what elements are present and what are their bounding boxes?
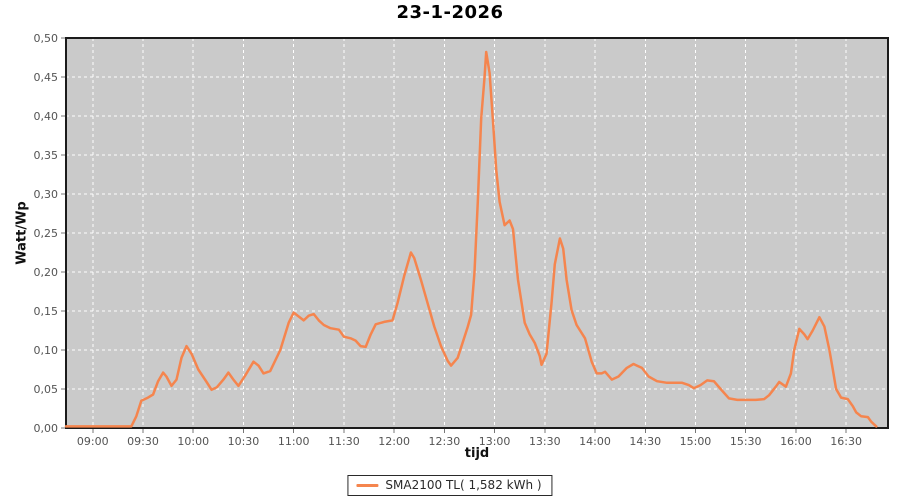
x-tick-label: 13:00: [479, 435, 511, 448]
y-tick-label: 0,15: [34, 305, 59, 318]
x-tick-label: 09:30: [127, 435, 159, 448]
legend: SMA2100 TL( 1,582 kWh ): [347, 475, 553, 496]
x-tick-label: 16:30: [830, 435, 862, 448]
y-tick-label: 0,05: [34, 383, 59, 396]
x-tick-label: 09:00: [77, 435, 109, 448]
x-tick-label: 13:30: [529, 435, 561, 448]
chart-title: 23-1-2026: [396, 2, 504, 23]
y-tick-label: 0,35: [34, 149, 59, 162]
x-tick-label: 11:30: [328, 435, 360, 448]
legend-series-label: SMA2100 TL( 1,582 kWh ): [385, 478, 542, 492]
y-tick-label: 0,00: [34, 422, 59, 435]
x-tick-label: 11:00: [278, 435, 310, 448]
x-tick-label: 12:00: [378, 435, 410, 448]
x-tick-label: 14:30: [629, 435, 661, 448]
y-tick-label: 0,30: [34, 188, 59, 201]
series-color-swatch: [356, 483, 379, 487]
series-line: [64, 50, 878, 428]
x-tick-label: 16:00: [780, 435, 812, 448]
y-tick-label: 0,50: [34, 32, 59, 45]
y-tick-label: 0,25: [34, 227, 59, 240]
x-tick-label: 14:00: [579, 435, 611, 448]
y-tick-label: 0,45: [34, 71, 59, 84]
x-tick-label: 10:00: [177, 435, 209, 448]
x-tick-label: 15:30: [730, 435, 762, 448]
x-tick-label: 12:30: [429, 435, 461, 448]
x-axis-title: tijd: [464, 446, 490, 461]
y-axis-title: Watt/Wp: [14, 201, 30, 265]
x-tick-label: 10:30: [228, 435, 260, 448]
y-tick-label: 0,40: [34, 110, 59, 123]
x-tick-label: 15:00: [680, 435, 712, 448]
y-tick-label: 0,20: [34, 266, 59, 279]
plot-border: [65, 37, 889, 429]
y-tick-label: 0,10: [34, 344, 59, 357]
